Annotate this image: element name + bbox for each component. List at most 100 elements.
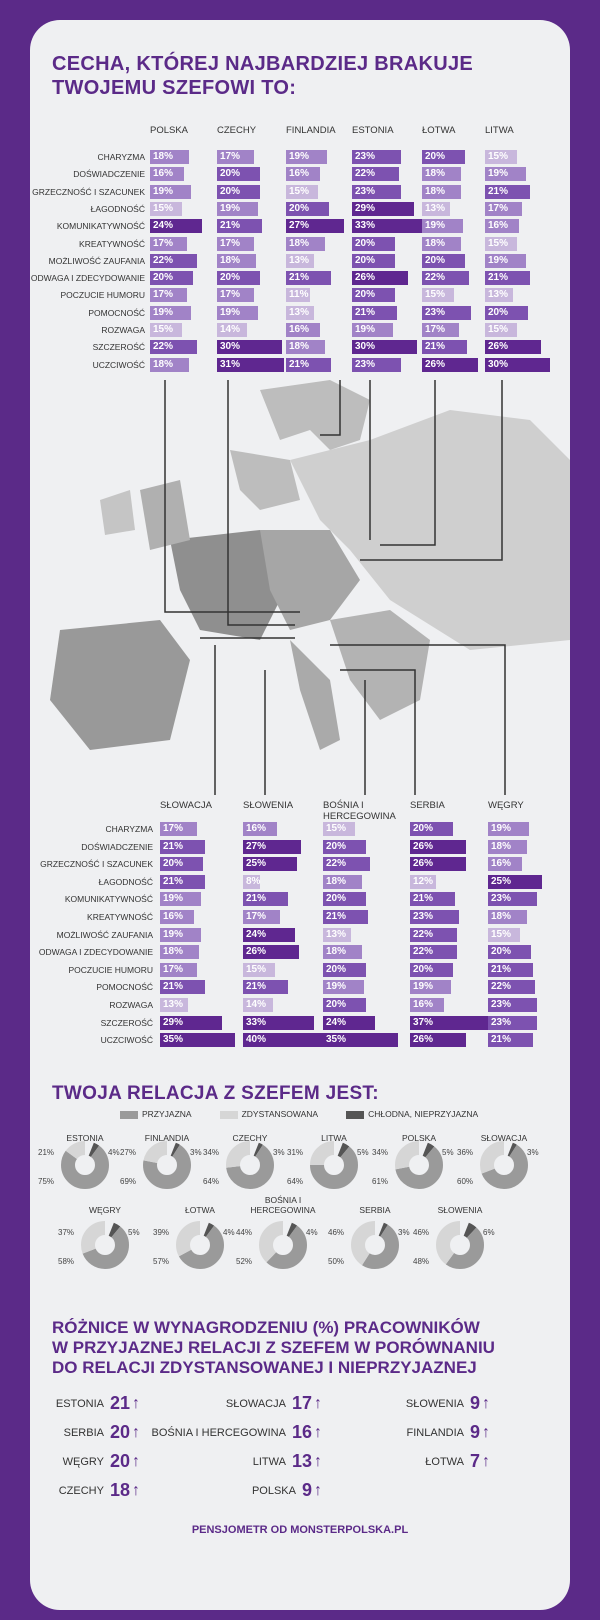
country-name: SŁOWACJA [225,1397,286,1410]
salary-row: LITWA 13 ↑ [122,1451,322,1472]
trait-label: GRZECZNOŚĆ I SZACUNEK [40,859,153,870]
bar-łotwa: 17% [422,323,459,337]
salary-difference: 9 [469,1393,480,1413]
bar-bośnia-i-hercegowina: 13% [323,927,351,942]
donut-label: CZECHY [232,1133,268,1143]
bar-czechy: 20% [217,271,260,286]
bar-łotwa: 23% [422,305,472,320]
bar-słowacja: 16% [160,910,195,924]
salary-row: WĘGRY 20 ↑ [0,1451,140,1472]
bar-estonia: 30% [352,340,417,355]
friendly-pct: 75% [38,1177,55,1186]
trait-label: UCZCIWOŚĆ [100,1035,153,1046]
bar-węgry: 23% [488,892,538,907]
trait-label: ŁAGODNOŚĆ [98,876,153,887]
bar-estonia: 20% [352,288,395,303]
bar-litwa: 15% [485,236,518,251]
trait-label: KREATYWNOŚĆ [79,238,145,249]
bar-węgry: 23% [488,1015,538,1030]
bar-polska: 16% [150,167,185,182]
salary-title-line: RÓŻNICE W WYNAGRODZENIU (%) PRACOWNIKÓW [52,1318,480,1337]
bar-polska: 17% [150,236,187,251]
friendly-pct: 69% [120,1177,137,1186]
trait-label: MOŻLIWOŚĆ ZAUFANIA [48,255,145,266]
bar-bośnia-i-hercegowina: 35% [323,1033,399,1048]
friendly-pct: 64% [203,1177,220,1186]
donut-serbia [351,1221,399,1269]
friendly-segment [310,1141,358,1189]
bar-finlandia: 21% [286,357,332,372]
salary-difference: 17 [291,1393,312,1413]
arrow-up-icon: ↑ [314,1481,322,1499]
cold-pct: 3% [527,1148,539,1157]
friendly-segment [81,1221,129,1269]
bar-słowenia: 24% [243,927,295,942]
bar-słowenia: 17% [243,910,280,924]
bar-bośnia-i-hercegowina: 20% [323,892,366,907]
trait-label: POCZUCIE HUMORU [60,290,145,301]
trait-label: SZCZEROŚĆ [92,342,145,353]
bar-litwa: 30% [485,357,550,372]
bar-czechy: 14% [217,323,248,337]
salary-difference: 7 [469,1451,480,1471]
column-header: ŁOTWA [422,125,456,136]
bar-litwa: 21% [485,271,531,286]
donut-label: WĘGRY [89,1205,121,1215]
bar-polska: 22% [150,253,198,268]
donut-słowenia [436,1221,484,1269]
arrow-up-icon: ↑ [132,1394,140,1412]
bar-węgry: 22% [488,980,536,995]
bar-bośnia-i-hercegowina: 15% [323,822,356,836]
friendly-segment [259,1221,307,1269]
salary-difference: 16 [291,1422,312,1442]
title-line-1: CECHA, KTÓREJ NAJBARDZIEJ BRAKUJE [52,53,474,75]
arrow-up-icon: ↑ [482,1394,490,1412]
trait-label: POMOCNOŚĆ [88,307,145,318]
bar-estonia: 29% [352,201,415,216]
arrow-up-icon: ↑ [132,1481,140,1499]
arrow-up-icon: ↑ [482,1452,490,1470]
bar-polska: 19% [150,305,191,320]
salary-row: POLSKA 9 ↑ [122,1480,322,1501]
bar-litwa: 19% [485,253,526,268]
bar-estonia: 20% [352,236,395,251]
bar-polska: 24% [150,219,202,234]
bar-serbia: 21% [410,892,456,907]
donut-litwa [310,1141,358,1189]
friendly-segment [436,1221,484,1269]
bar-litwa: 20% [485,305,528,320]
bar-serbia: 22% [410,945,458,960]
donut-label: POLSKA [401,1133,437,1143]
arrow-up-icon: ↑ [132,1452,140,1470]
friendly-pct: 61% [372,1177,389,1186]
bar-czechy: 30% [217,340,282,355]
donut-bośnia-i-hercegowina [259,1221,307,1269]
distant-segment [61,1141,109,1189]
country-name: WĘGRY [62,1455,104,1468]
bar-serbia: 20% [410,822,453,836]
legend-item-distant: ZDYSTANSOWANA [219,1109,318,1119]
bar-finlandia: 15% [286,184,319,199]
distant-segment [351,1221,399,1269]
legend-item-friendly: PRZYJAZNA [120,1109,192,1119]
bar-litwa: 16% [485,219,520,234]
donut-label: ESTONIA [66,1133,104,1143]
cold-pct: 4% [108,1148,120,1157]
arrow-up-icon: ↑ [132,1423,140,1441]
bar-łotwa: 21% [422,340,468,355]
trait-label: KOMUNIKATYWNOŚĆ [64,894,153,905]
salary-row: FINLANDIA 9 ↑ [290,1422,490,1443]
bar-słowacja: 17% [160,822,197,836]
bar-finlandia: 13% [286,305,314,320]
bar-litwa: 19% [485,167,526,182]
bar-słowacja: 18% [160,945,199,960]
legend-item-cold: CHŁODNA, NIEPRZYJAZNA [346,1109,478,1119]
bar-słowacja: 19% [160,927,201,942]
bar-polska: 20% [150,271,193,286]
column-header: BOŚNIA I HERCEGOWINA [323,800,396,822]
bar-bośnia-i-hercegowina: 18% [323,945,362,960]
legend-swatch [120,1110,138,1119]
bar-serbia: 23% [410,910,460,924]
bar-polska: 17% [150,288,187,303]
country-name: ESTONIA [55,1397,104,1410]
